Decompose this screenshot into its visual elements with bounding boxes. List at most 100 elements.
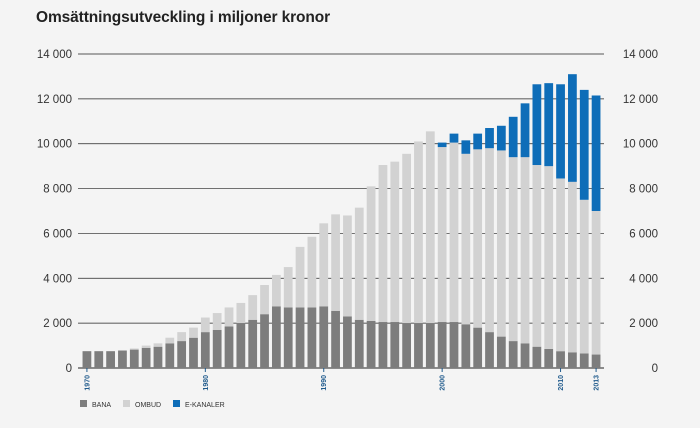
bar-1979: [189, 327, 198, 368]
bana-segment: [425, 323, 435, 368]
ombud-segment: [402, 153, 412, 324]
ombud-segment: [319, 223, 329, 307]
bana-segment: [496, 336, 506, 368]
ombud-segment: [212, 313, 222, 330]
bana-segment: [508, 341, 518, 368]
x-axis: 1970 1980 1990 2000 2010 2013: [84, 368, 601, 391]
ombud-segment: [579, 199, 589, 354]
ombud-segment: [591, 211, 601, 355]
legend-label: OMBUD: [135, 402, 161, 409]
bar-2004: [485, 128, 494, 368]
bar-1971: [94, 351, 104, 368]
bar-1995: [378, 165, 388, 368]
bana-segment: [568, 352, 577, 368]
bana-segment: [177, 341, 187, 368]
bar-1970: [82, 351, 92, 368]
ombud-segment: [295, 246, 305, 308]
bar-1972: [106, 351, 115, 368]
bana-segment: [461, 324, 471, 368]
bar-2010: [556, 84, 565, 368]
y-tick-label-left: 4 000: [43, 273, 72, 285]
bar-1973: [118, 350, 127, 368]
ombud-segment: [189, 327, 198, 338]
y-tick-label-right: 14 000: [623, 49, 658, 61]
y-tick-label-left: 0: [66, 363, 72, 375]
bar-1997: [402, 153, 412, 368]
bar-1992: [343, 215, 352, 368]
bana-segment: [94, 351, 104, 368]
bana-segment: [366, 320, 376, 368]
ombud-segment: [248, 295, 258, 320]
bar-2009: [544, 83, 554, 368]
bana-segment: [544, 348, 554, 368]
bana-segment: [165, 343, 175, 368]
y-tick-label-left: 8 000: [43, 184, 72, 196]
ekanaler-segment: [485, 128, 494, 149]
bar-1975: [141, 345, 151, 368]
bar-1986: [271, 274, 281, 368]
y-tick-label-left: 10 000: [37, 139, 72, 151]
bar-2006: [508, 116, 518, 368]
y-tick-label-right: 0: [652, 363, 658, 375]
ombud-segment: [556, 178, 565, 352]
bana-segment: [271, 306, 281, 368]
bar-1991: [331, 214, 340, 368]
ekanaler-segment: [520, 103, 530, 158]
bana-segment: [354, 319, 364, 368]
bar-2012: [579, 89, 589, 368]
ekanaler-segment: [496, 125, 506, 151]
bana-segment: [224, 326, 234, 368]
ekanaler-segment: [449, 133, 459, 143]
bar-1981: [212, 313, 222, 368]
bana-segment: [260, 314, 269, 368]
ombud-segment: [532, 165, 542, 347]
legend: BANA OMBUD E-KANALER: [80, 400, 225, 409]
legend-label: BANA: [92, 402, 111, 409]
ombud-segment: [307, 236, 317, 308]
bar-1976: [153, 343, 163, 368]
ombud-segment: [366, 186, 376, 321]
ombud-segment: [129, 348, 139, 350]
bar-2002: [461, 140, 471, 368]
ombud-segment: [283, 267, 293, 308]
ombud-segment: [177, 332, 187, 342]
x-tick-label: 1970: [84, 375, 91, 391]
bar-1978: [177, 332, 187, 368]
ekanaler-segment: [473, 133, 483, 150]
bana-segment: [118, 350, 127, 368]
ekanaler-segment: [556, 84, 565, 179]
ombud-segment: [508, 157, 518, 342]
bana-segment: [402, 323, 412, 368]
bana-segment: [390, 322, 400, 368]
bana-segment: [378, 322, 388, 368]
ombud-segment: [224, 307, 234, 327]
x-tick-label: 2010: [558, 375, 565, 391]
ombud-segment: [390, 161, 400, 323]
bar-1983: [236, 302, 246, 368]
bar-1984: [248, 295, 258, 368]
y-tick-label-right: 6 000: [629, 228, 658, 240]
x-tick-label: 2013: [594, 375, 601, 391]
bar-2005: [496, 125, 506, 368]
bana-segment: [212, 329, 222, 368]
y-tick-label-right: 12 000: [623, 94, 658, 106]
bana-segment: [556, 351, 565, 368]
ombud-segment: [378, 165, 388, 323]
ekanaler-segment: [579, 89, 589, 200]
chart-title: Omsättningsutveckling i miljoner kronor: [36, 9, 331, 26]
bar-1999: [425, 131, 435, 368]
y-tick-label-left: 2 000: [43, 318, 72, 330]
bar-1985: [260, 285, 269, 368]
ekanaler-segment: [508, 116, 518, 158]
bana-segment: [343, 316, 352, 368]
bana-segment: [485, 332, 494, 368]
ombud-segment: [568, 181, 577, 353]
bar-1998: [414, 141, 423, 368]
ombud-segment: [461, 153, 471, 325]
y-tick-label-left: 14 000: [37, 49, 72, 61]
bana-segment: [200, 332, 210, 368]
ombud-segment: [473, 149, 483, 328]
ombud-segment: [449, 142, 459, 323]
ombud-segment: [485, 148, 494, 333]
